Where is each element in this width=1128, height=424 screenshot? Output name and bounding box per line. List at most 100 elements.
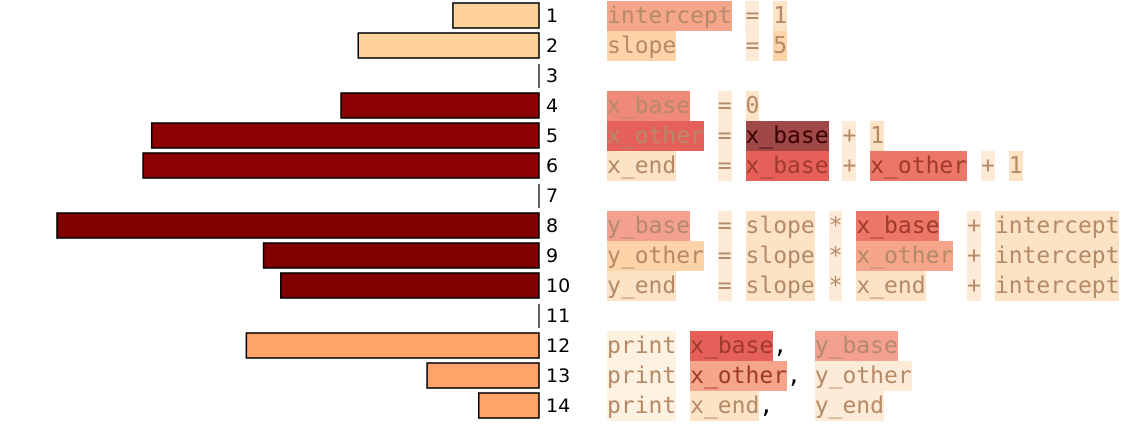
code-space bbox=[690, 91, 718, 121]
code-token: = bbox=[717, 241, 732, 271]
line-number: 6 bbox=[546, 155, 559, 177]
bar-line-9 bbox=[262, 242, 540, 269]
code-token: x_base bbox=[690, 331, 774, 361]
bar-line-10 bbox=[280, 272, 540, 299]
code-space bbox=[759, 31, 773, 61]
code-token: x_other bbox=[856, 241, 954, 271]
code-space bbox=[856, 151, 870, 181]
code-line-1: intercept = 1 bbox=[607, 1, 788, 31]
bar-line-5 bbox=[150, 122, 540, 149]
code-token: y_base bbox=[814, 331, 898, 361]
line-number: 7 bbox=[546, 185, 559, 207]
code-space bbox=[981, 271, 995, 301]
code-space bbox=[732, 1, 746, 31]
code-token: , bbox=[787, 363, 801, 389]
code-token: slope bbox=[745, 241, 815, 271]
code-token: , bbox=[759, 393, 774, 419]
line-number: 13 bbox=[546, 365, 571, 387]
code-token: = bbox=[717, 271, 732, 301]
code-token: intercept bbox=[994, 271, 1120, 301]
code-token: , bbox=[773, 333, 788, 359]
code-space bbox=[995, 151, 1009, 181]
code-space bbox=[732, 121, 746, 151]
code-token: + bbox=[967, 271, 981, 301]
bar-line-8 bbox=[56, 212, 540, 239]
code-space bbox=[815, 241, 829, 271]
code-token: * bbox=[828, 271, 843, 301]
code-space bbox=[829, 121, 843, 151]
code-space bbox=[981, 211, 995, 241]
line-number: 2 bbox=[546, 35, 559, 57]
code-token: = bbox=[717, 151, 732, 181]
line-number: 1 bbox=[546, 5, 559, 27]
bar-line-6 bbox=[142, 152, 540, 179]
line-number: 5 bbox=[546, 125, 559, 147]
code-token: + bbox=[967, 241, 981, 271]
code-token: y_other bbox=[607, 241, 704, 271]
code-token: x_end bbox=[607, 151, 677, 181]
code-token: 1 bbox=[870, 121, 885, 151]
code-line-12: print x_base, y_base bbox=[607, 331, 898, 361]
code-space bbox=[801, 361, 815, 391]
line-number: 12 bbox=[546, 335, 571, 357]
code-token: 0 bbox=[745, 91, 760, 121]
code-space bbox=[732, 271, 746, 301]
code-space bbox=[815, 211, 829, 241]
line-number: 3 bbox=[546, 65, 559, 87]
code-token: = bbox=[717, 121, 732, 151]
bar-line-1 bbox=[452, 2, 540, 29]
code-space bbox=[676, 361, 690, 391]
code-token: = bbox=[717, 91, 732, 121]
code-space bbox=[676, 151, 718, 181]
code-token: y_base bbox=[607, 211, 691, 241]
code-token: = bbox=[717, 211, 732, 241]
code-token: print bbox=[607, 391, 677, 421]
line-number: 4 bbox=[546, 95, 559, 117]
code-space bbox=[829, 151, 843, 181]
code-token: slope bbox=[745, 271, 815, 301]
bar-line-14 bbox=[478, 392, 540, 419]
code-token: 1 bbox=[1008, 151, 1023, 181]
code-token: x_base bbox=[745, 121, 829, 151]
line-number: 9 bbox=[546, 245, 559, 267]
code-space bbox=[842, 211, 856, 241]
code-token: intercept bbox=[607, 1, 732, 31]
code-token: x_other bbox=[870, 151, 968, 181]
code-token: x_other bbox=[607, 121, 704, 151]
code-space bbox=[967, 151, 981, 181]
code-token: 5 bbox=[773, 31, 788, 61]
code-token: x_base bbox=[607, 91, 691, 121]
line-number: 14 bbox=[546, 395, 571, 417]
code-space bbox=[676, 331, 690, 361]
code-token: intercept bbox=[994, 211, 1120, 241]
code-line-13: print x_other, y_other bbox=[607, 361, 912, 391]
code-token: + bbox=[980, 151, 995, 181]
code-space bbox=[704, 121, 718, 151]
code-token: * bbox=[828, 241, 843, 271]
code-token: print bbox=[607, 361, 677, 391]
bar-chart bbox=[56, 2, 540, 419]
code-line-9: y_other = slope * x_other + intercept bbox=[607, 241, 1120, 271]
bar-line-2 bbox=[357, 32, 540, 59]
code-token: + bbox=[842, 121, 857, 151]
code-space bbox=[815, 271, 829, 301]
code-line-6: x_end = x_base + x_other + 1 bbox=[607, 151, 1023, 181]
code-space bbox=[926, 271, 968, 301]
code-token: x_base bbox=[745, 151, 829, 181]
code-line-14: print x_end, y_end bbox=[607, 391, 885, 421]
code-token: = bbox=[745, 31, 760, 61]
code-line-8: y_base = slope * x_base + intercept bbox=[607, 211, 1120, 241]
line-number: 10 bbox=[546, 275, 571, 297]
line-number: 11 bbox=[546, 305, 571, 327]
code-space bbox=[856, 121, 870, 151]
code-space bbox=[939, 211, 967, 241]
bar-line-12 bbox=[245, 332, 540, 359]
code-space bbox=[704, 241, 718, 271]
code-space bbox=[773, 391, 815, 421]
code-space bbox=[732, 241, 746, 271]
code-token: print bbox=[607, 331, 677, 361]
code-token: + bbox=[842, 151, 857, 181]
code-token: slope bbox=[607, 31, 677, 61]
code-token: y_end bbox=[607, 271, 677, 301]
code-line-5: x_other = x_base + 1 bbox=[607, 121, 885, 151]
